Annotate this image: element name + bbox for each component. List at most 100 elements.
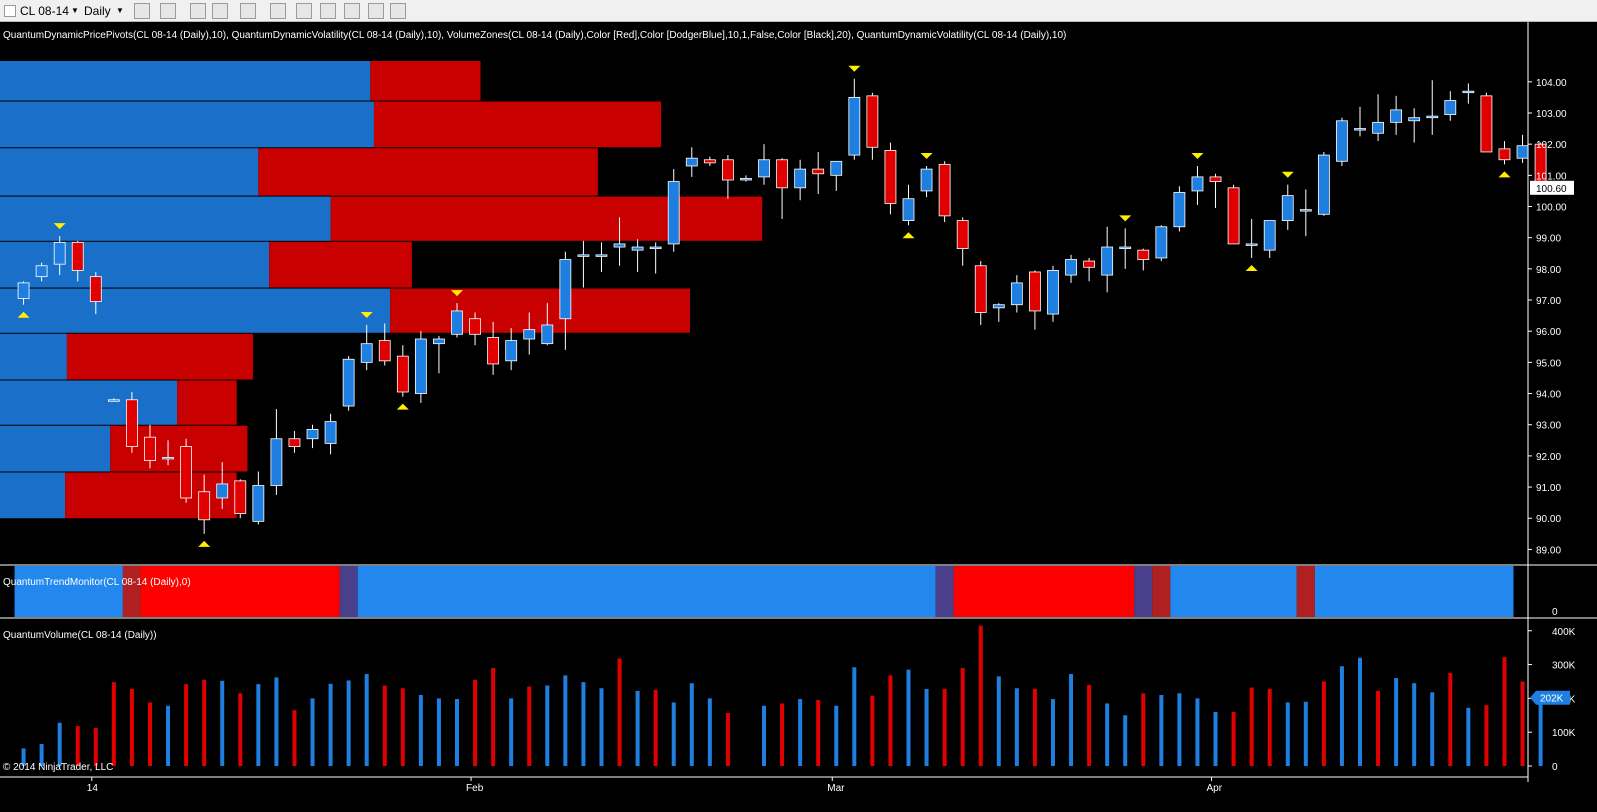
price-tick-label: 100.00 <box>1536 203 1567 214</box>
trend-segment-down <box>140 566 340 617</box>
candle-down <box>89 276 102 302</box>
candle-up <box>613 243 626 248</box>
candle-up <box>35 265 48 278</box>
volume-zone-buy <box>0 380 178 425</box>
candle-up <box>685 157 698 167</box>
price-tick-label: 94.00 <box>1536 390 1561 401</box>
cursor-icon[interactable] <box>240 3 256 19</box>
volume-zone-buy <box>0 61 371 101</box>
trend-monitor-bars <box>0 565 1528 618</box>
instrument-dropdown-icon[interactable]: ▼ <box>71 6 79 15</box>
volume-bar <box>1520 681 1525 766</box>
volume-bar <box>1466 707 1471 766</box>
pivot-high-marker <box>1119 215 1132 222</box>
volume-bar <box>509 698 514 766</box>
volume-bar <box>1069 674 1074 766</box>
volume-zone-buy <box>0 241 270 288</box>
volume-bar <box>39 744 44 766</box>
volume-tick-label: 100K <box>1552 728 1576 739</box>
volume-bar <box>455 699 459 766</box>
candle-down <box>703 159 716 164</box>
candle-down <box>866 95 879 148</box>
volume-bar <box>57 722 62 766</box>
candle-down <box>144 436 156 461</box>
instrument-selector[interactable]: CL 08-14 <box>20 4 69 18</box>
bar-type-icon[interactable] <box>134 3 150 19</box>
volume-bar <box>111 682 116 766</box>
candle-up <box>17 282 30 299</box>
volume-bar <box>906 669 911 766</box>
trend-segment-up <box>1314 566 1514 617</box>
period-selector[interactable]: Daily <box>84 4 111 18</box>
axes: 104.00 103.00 102.00 101.00 100.00 99.00 98.00… <box>0 22 1597 794</box>
volume-bar <box>996 676 1001 766</box>
volume-bar <box>292 710 297 766</box>
candle-down <box>396 355 409 393</box>
volume-bar <box>75 726 80 766</box>
volume-bar <box>1430 692 1435 766</box>
volume-bar <box>1376 690 1381 766</box>
trend-segment-up <box>1170 566 1297 617</box>
pivot-low-marker <box>198 540 211 547</box>
volume-bar <box>220 680 225 766</box>
crosshair-icon[interactable] <box>190 3 206 19</box>
chart-properties-icon[interactable] <box>344 3 360 19</box>
price-panel-indicators: QuantumDynamicPricePivots(CL 08-14 (Dail… <box>3 30 1066 41</box>
volume-bar <box>328 683 333 766</box>
candle-up <box>1299 209 1312 212</box>
volume-bar <box>274 677 279 766</box>
candle-up <box>306 428 319 440</box>
volume-bar <box>1484 705 1489 766</box>
instrument-icon[interactable] <box>4 5 16 17</box>
drawing-pencil-icon[interactable] <box>160 3 176 19</box>
volume-bar <box>238 693 243 766</box>
volume-zone-buy <box>0 196 331 241</box>
candle-down <box>956 220 969 249</box>
volume-bar <box>1213 711 1218 766</box>
trend-segment-neutral <box>935 566 954 617</box>
pivot-high-marker <box>920 152 933 159</box>
hand-icon[interactable] <box>212 3 228 19</box>
volume-bar <box>870 695 875 766</box>
candle-up <box>740 178 752 181</box>
volume-tick-label: 300K <box>1552 661 1576 672</box>
period-dropdown-icon[interactable]: ▼ <box>116 6 124 15</box>
volume-bar <box>924 688 929 766</box>
candle-up <box>162 457 174 460</box>
candle-down <box>884 150 897 204</box>
price-tick-label: 93.00 <box>1536 421 1561 432</box>
volume-bar <box>1321 681 1326 766</box>
volume-bar <box>581 682 586 766</box>
candle-up <box>342 358 355 407</box>
candle-up <box>1101 246 1114 276</box>
data-box-icon[interactable] <box>390 3 406 19</box>
candle-down <box>1209 176 1222 182</box>
pivot-high-marker <box>848 65 861 72</box>
strategies-icon[interactable] <box>320 3 336 19</box>
price-tick-label: 99.00 <box>1536 234 1561 245</box>
pivot-high-marker <box>1281 171 1294 178</box>
price-tick-label: 89.00 <box>1536 545 1561 556</box>
volume-bar <box>1358 657 1362 766</box>
chart-canvas[interactable]: 104.00 103.00 102.00 101.00 100.00 99.00 98.00… <box>0 22 1597 812</box>
volume-bar <box>689 683 694 766</box>
candle-up <box>902 198 915 221</box>
volume-bar <box>816 700 821 766</box>
candle-down <box>378 340 391 362</box>
price-tick-label: 97.00 <box>1536 296 1561 307</box>
volume-zone-sell <box>66 333 253 380</box>
dollar-icon[interactable] <box>368 3 384 19</box>
candle-down <box>1498 148 1511 161</box>
candle-down <box>1083 260 1095 268</box>
volume-bar <box>617 658 622 766</box>
candle-up <box>1191 176 1204 192</box>
candle-up <box>1516 145 1529 159</box>
candle-up <box>1372 121 1384 134</box>
candle-up <box>1065 259 1077 276</box>
volume-bar <box>1394 678 1399 766</box>
last-price-tag <box>1530 180 1574 195</box>
indicators-icon[interactable] <box>296 3 312 19</box>
candle-up <box>1245 243 1258 246</box>
zoom-icon[interactable] <box>270 3 286 19</box>
volume-bar <box>129 688 134 766</box>
